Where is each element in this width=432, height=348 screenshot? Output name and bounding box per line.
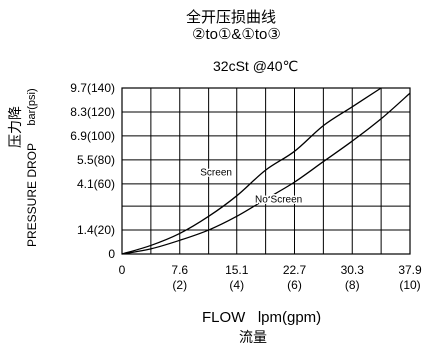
chart-subtitle: ②to①&①to③ [192, 26, 281, 43]
y-tick-label: 0 [108, 247, 115, 261]
x-axis-label: FLOW lpm(gpm) [202, 309, 322, 326]
y-tick-label: 4.1(60) [77, 177, 115, 191]
y-tick-label: 5.5(80) [77, 153, 115, 167]
x-tick-sublabel: (4) [229, 278, 244, 292]
x-tick-label: 30.3 [341, 263, 365, 277]
plot-frame [121, 87, 411, 255]
y-axis-label-en: PRESSURE DROP [25, 142, 39, 248]
y-tick-label: 8.3(120) [70, 105, 115, 119]
y-tick-label: 9.7(140) [70, 81, 115, 95]
y-tick-label: 6.9(100) [70, 129, 115, 143]
y-axis-label-cn: 压力降 [8, 106, 24, 148]
x-tick-sublabel: (8) [345, 278, 360, 292]
x-tick-label: 15.1 [225, 263, 249, 277]
x-tick-sublabel: (6) [287, 278, 302, 292]
x-axis-label-cn: 流量 [239, 330, 267, 346]
x-tick-label: 37.9 [398, 263, 422, 277]
curve-annotation: No Screen [255, 195, 302, 206]
x-tick-sublabel: (10) [399, 278, 420, 292]
x-tick-label: 7.6 [171, 263, 188, 277]
x-tick-sublabel: (2) [172, 278, 187, 292]
series-line-no-screen [121, 92, 411, 255]
curve-annotation: Screen [200, 167, 232, 178]
chart-title: 全开压损曲线 [186, 8, 277, 26]
y-tick-label: 1.4(20) [77, 223, 115, 237]
x-tick-label: 22.7 [283, 263, 307, 277]
chart-condition: 32cSt @40℃ [213, 58, 299, 74]
series-line-screen [121, 87, 382, 255]
x-tick-label: 0 [119, 263, 126, 277]
y-axis-unit: bar(psi) [26, 88, 38, 126]
